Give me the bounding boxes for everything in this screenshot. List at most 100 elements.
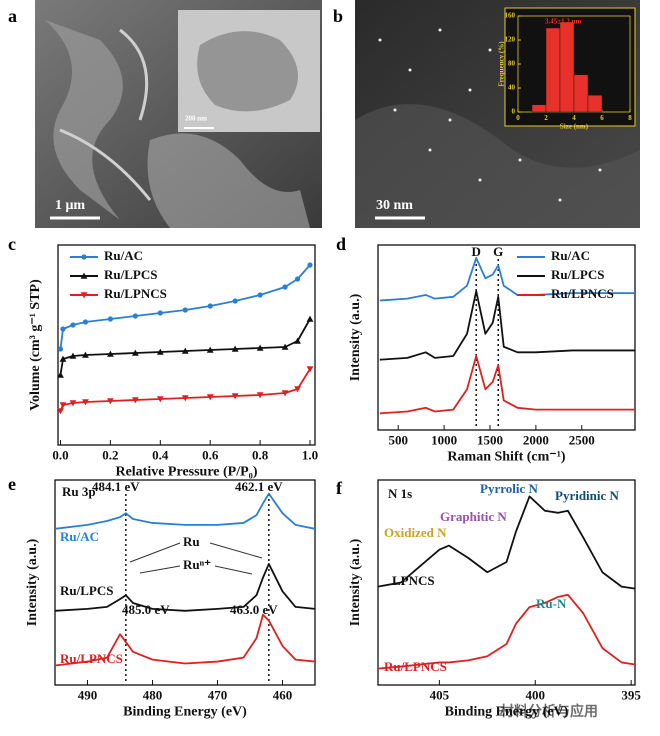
- marker: [294, 386, 301, 393]
- bar: [587, 94, 603, 113]
- marker: [70, 322, 76, 328]
- series-line: [379, 290, 635, 361]
- x-axis-title: Size (nm): [560, 122, 589, 130]
- marker: [132, 313, 138, 319]
- x-tick-label: 470: [208, 688, 228, 703]
- y-tick-label: 0: [512, 108, 516, 116]
- marker: [294, 276, 301, 282]
- legend-label: Ru/AC: [104, 248, 143, 263]
- annotation: Ruⁿ⁺: [183, 557, 211, 572]
- scale-bar-label: 1 μm: [55, 198, 85, 213]
- plot-frame: [54, 479, 316, 686]
- marker: [80, 272, 88, 279]
- annotation: 3.45±1.2 nm: [545, 18, 581, 26]
- peak-label: D: [472, 244, 481, 259]
- series-line: [59, 264, 311, 350]
- plot-frame: [377, 479, 636, 686]
- x-tick-label: 2000: [523, 433, 549, 448]
- series-line: [377, 593, 636, 670]
- panel-label: a: [8, 6, 17, 26]
- marker: [207, 303, 213, 309]
- series-line: [377, 495, 636, 590]
- annotation: N 1s: [388, 486, 412, 501]
- marker: [80, 292, 88, 299]
- x-tick-label: 490: [78, 688, 98, 703]
- annotation: 463.0 eV: [230, 602, 278, 617]
- annotation: Ru-N: [536, 596, 567, 611]
- x-tick-label: 0: [516, 114, 520, 122]
- peak-label: 462.1 eV: [235, 479, 283, 494]
- marker: [257, 292, 263, 298]
- legend-label: Ru/LPCS: [104, 267, 157, 282]
- y-tick-label: 80: [508, 60, 516, 68]
- y-axis-title: Intensity (a.u.): [25, 538, 40, 626]
- marker: [281, 390, 289, 397]
- marker: [82, 399, 89, 406]
- x-tick-label: 6: [600, 114, 604, 122]
- annotation: Graphitic N: [440, 509, 507, 524]
- annotation: 485.0 eV: [122, 602, 170, 617]
- marker: [106, 398, 114, 405]
- marker: [157, 310, 163, 316]
- marker: [182, 307, 188, 313]
- panel-label: e: [8, 474, 16, 494]
- panel-label: f: [336, 478, 343, 498]
- marker: [107, 316, 113, 322]
- scale-bar-label: 30 nm: [376, 198, 413, 213]
- marker: [307, 262, 313, 268]
- series-line: [379, 355, 635, 415]
- x-axis-title: Binding Energy (eV): [445, 705, 569, 720]
- annotation: Ru/AC: [60, 529, 99, 544]
- plot-frame: [57, 244, 316, 446]
- annotation: Pyrrolic N: [480, 481, 538, 496]
- annotation: Pyridinic N: [555, 488, 620, 503]
- series-label: LPNCS: [392, 573, 435, 588]
- marker: [59, 355, 67, 362]
- marker: [57, 408, 64, 415]
- marker: [231, 345, 239, 352]
- legend-label: Ru/AC: [551, 248, 590, 263]
- panel-label: b: [333, 6, 343, 26]
- marker: [206, 346, 214, 353]
- marker: [232, 298, 238, 304]
- marker: [69, 352, 77, 359]
- legend-label: Ru/LPNCS: [551, 286, 614, 301]
- marker: [57, 346, 64, 352]
- peak-label: G: [493, 244, 503, 259]
- marker: [206, 394, 214, 401]
- x-tick-label: 4: [572, 114, 576, 122]
- marker: [282, 284, 288, 290]
- marker: [156, 348, 164, 355]
- x-tick-label: 0.2: [102, 448, 118, 463]
- bar: [573, 74, 589, 113]
- marker: [131, 349, 139, 356]
- series-line: [54, 613, 316, 667]
- marker: [156, 396, 164, 403]
- y-axis-title: Intensity (a.u.): [348, 293, 363, 381]
- scale-bar-label: 200 nm: [185, 115, 207, 123]
- series-line: [59, 368, 311, 412]
- annotation: Oxidized N: [384, 525, 447, 540]
- x-tick-label: 1500: [477, 433, 503, 448]
- marker: [231, 393, 239, 400]
- x-tick-label: 0.4: [152, 448, 169, 463]
- marker: [306, 315, 314, 322]
- y-tick-label: 40: [508, 84, 516, 92]
- arrow: [209, 542, 263, 559]
- marker: [69, 400, 77, 407]
- bar: [559, 21, 575, 113]
- x-tick-label: 1.0: [302, 448, 318, 463]
- x-tick-label: 405: [430, 688, 450, 703]
- marker: [256, 344, 264, 351]
- x-axis-title: Raman Shift (cm⁻¹): [447, 450, 565, 465]
- marker: [256, 392, 264, 399]
- panel-label: c: [8, 234, 16, 254]
- arrow: [214, 565, 253, 575]
- legend-label: Ru/LPNCS: [104, 286, 167, 301]
- annotation: Ru: [183, 534, 200, 549]
- marker: [281, 343, 289, 350]
- series-label: Ru/LPNCS: [384, 659, 447, 674]
- stem-image: 30 nm: [355, 0, 640, 228]
- bar: [531, 104, 547, 113]
